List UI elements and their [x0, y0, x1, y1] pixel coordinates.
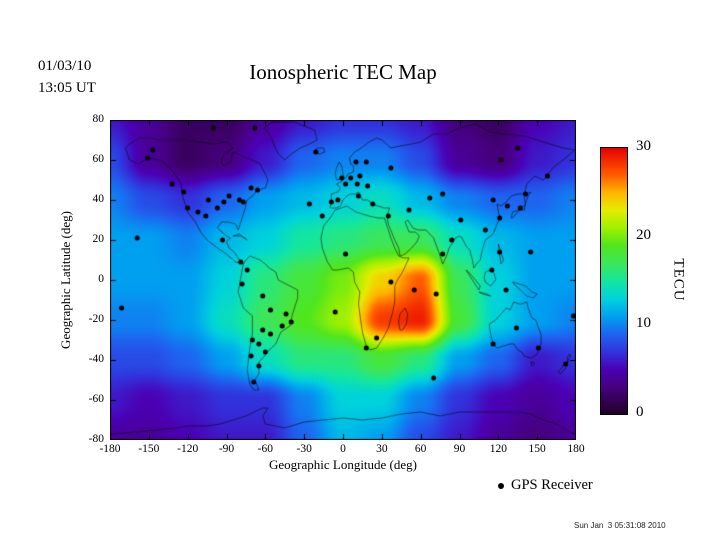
y-tick-label: 80	[92, 113, 105, 125]
x-tick-label: -120	[177, 443, 199, 455]
x-tick-label: 60	[414, 443, 427, 455]
observation-date: 01/03/10	[38, 58, 92, 74]
x-tick-label: 180	[567, 443, 585, 455]
x-tick-label: -60	[257, 443, 273, 455]
y-tick-label: -60	[88, 393, 104, 405]
creation-timestamp: Sun Jan 3 05:31:08 2010	[574, 521, 666, 530]
colorbar-unit-label: TECU	[670, 258, 687, 302]
x-tick-label: -180	[99, 443, 121, 455]
colorbar	[600, 147, 628, 415]
y-tick-label: 40	[92, 193, 105, 205]
y-tick-label: 0	[98, 273, 104, 285]
observation-time: 13:05 UT	[38, 80, 96, 96]
x-tick-label: -30	[296, 443, 312, 455]
colorbar-tick-label: 10	[636, 315, 651, 332]
legend-label: GPS Receiver	[511, 477, 593, 493]
chart-title: Ionospheric TEC Map	[249, 60, 437, 84]
y-tick-label: 60	[92, 153, 105, 165]
colorbar-tick-label: 20	[636, 226, 651, 243]
x-tick-label: 120	[489, 443, 507, 455]
x-axis-label: Geographic Longitude (deg)	[268, 457, 417, 472]
x-tick-label: 30	[376, 443, 388, 455]
map-plot-area	[110, 120, 576, 440]
colorbar-tick-label: 30	[636, 138, 651, 154]
y-tick-label: 20	[92, 233, 105, 245]
tec-heatmap-canvas	[110, 120, 576, 440]
gps-receiver-dot-icon	[498, 482, 504, 489]
x-tick-label: 0	[340, 443, 346, 455]
y-tick-label: -20	[88, 313, 104, 325]
legend: GPS Receiver	[498, 477, 593, 494]
y-tick-label: -40	[88, 353, 104, 365]
x-tick-label: 150	[528, 443, 546, 455]
y-tick-label: -80	[88, 433, 104, 445]
colorbar-tick-label: 0	[636, 404, 644, 420]
x-tick-label: -90	[218, 443, 235, 455]
x-tick-label: 90	[453, 443, 466, 455]
x-tick-label: -150	[138, 443, 160, 455]
